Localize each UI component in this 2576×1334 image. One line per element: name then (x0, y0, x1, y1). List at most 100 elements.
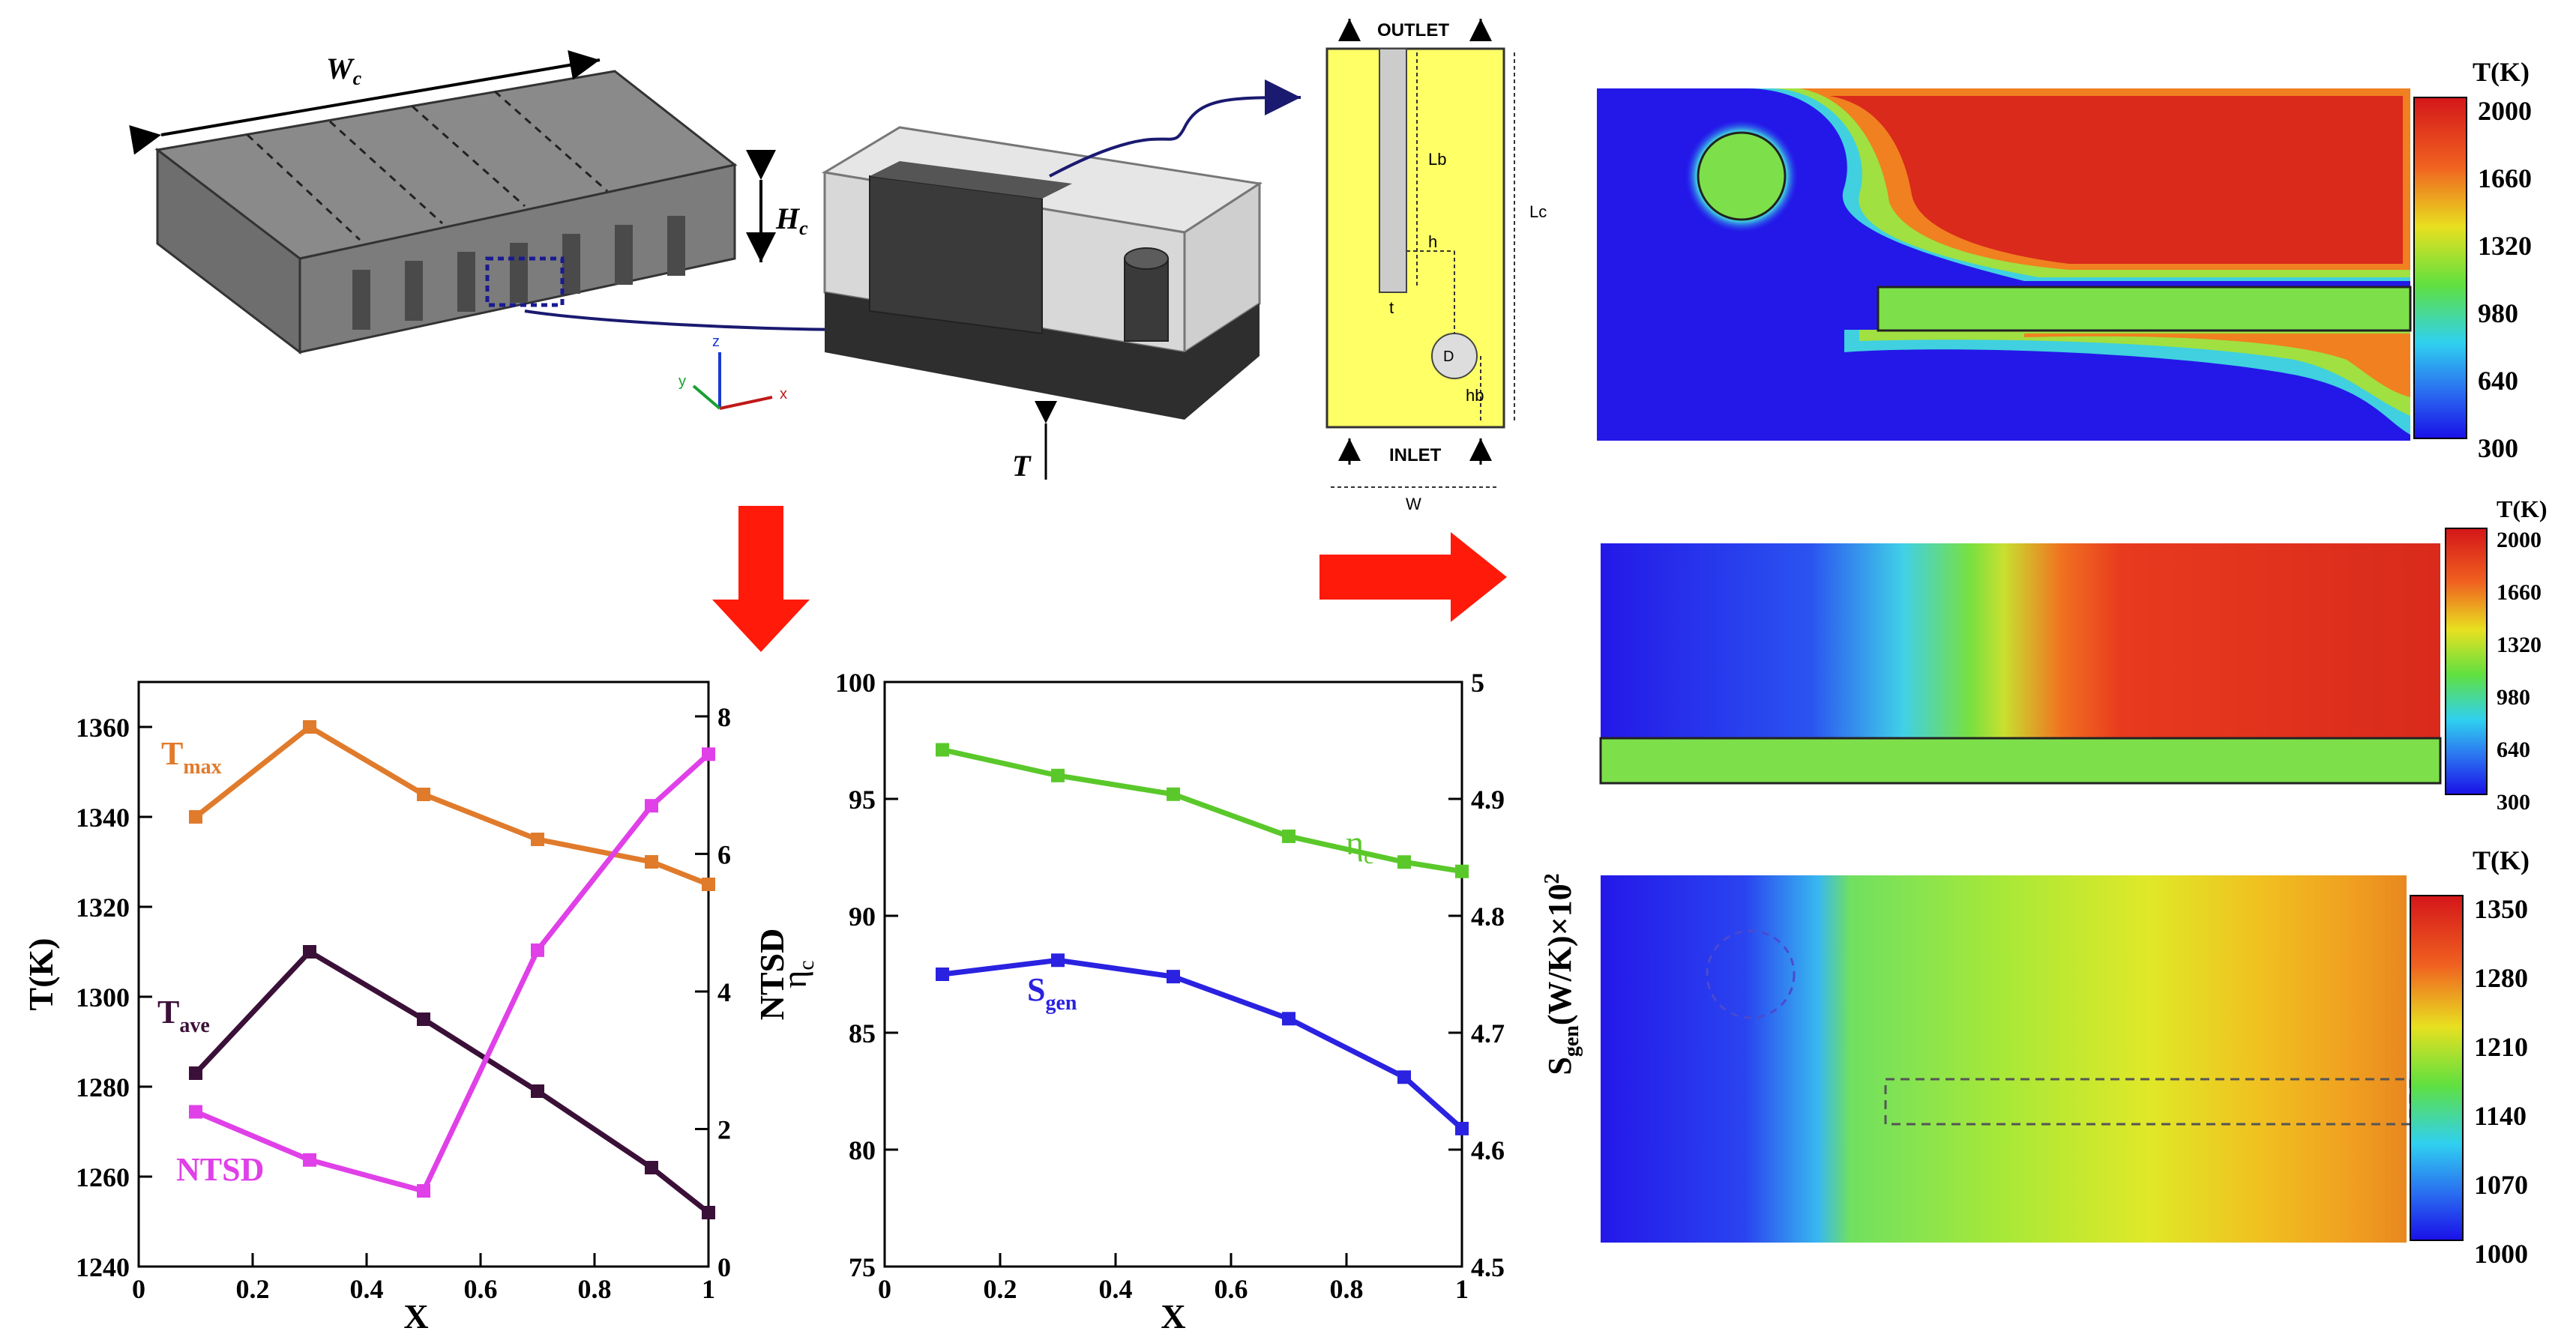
schematic-domain (1325, 47, 1505, 429)
series-point (417, 1012, 430, 1026)
x-tick-label: 0.2 (236, 1274, 270, 1304)
x-tick-label: 0.4 (350, 1274, 384, 1304)
schematic-fin (1379, 48, 1407, 293)
svg-text:1070: 1070 (2474, 1170, 2528, 1200)
eta-series-label: ηc (1346, 824, 1373, 869)
colorbar-3 (2410, 895, 2464, 1241)
axis-triad: z x y (678, 334, 787, 410)
svg-text:300: 300 (2497, 790, 2530, 815)
svg-text:1350: 1350 (2474, 894, 2528, 924)
svg-text:1660: 1660 (2497, 580, 2542, 605)
series-line-0 (942, 747, 1463, 875)
colorbar-3-ticks: 1350 1280 1210 1140 1070 1000 (2474, 894, 2528, 1269)
series-point (702, 878, 715, 891)
series-point (1282, 829, 1295, 843)
y-tick-label: 1260 (76, 1162, 130, 1192)
pipe-outline-3 (1706, 929, 1796, 1019)
series-point (702, 747, 715, 761)
svg-text:2000: 2000 (2497, 528, 2542, 552)
x-tick-label: 1 (1455, 1274, 1469, 1304)
y2-tick-label: 8 (717, 702, 731, 732)
chart2-y-ticks: 75 80 85 90 95 100 (835, 668, 898, 1282)
series-point (1051, 768, 1065, 782)
flow-red-arrows (712, 506, 1507, 652)
sgen-series-label: Sgen (1027, 971, 1077, 1015)
y-tick-label: 85 (849, 1018, 876, 1048)
contour-2: T(K) 2000 1660 1320 980 640 300 (1599, 495, 2548, 815)
svg-text:2000: 2000 (2478, 96, 2532, 126)
chart2-y2-ticks: 4.5 4.6 4.7 4.8 4.9 5 (1448, 668, 1505, 1282)
y-tick-label: 90 (849, 902, 876, 932)
y-tick-label: 80 (849, 1135, 876, 1165)
series-point (531, 943, 544, 957)
series-point (645, 799, 658, 813)
x-tick-label: 0.6 (1215, 1274, 1248, 1304)
y-tick-label: 1280 (76, 1072, 130, 1102)
contour-1: T(K) 2000 1660 1320 980 640 300 (1597, 57, 2532, 463)
unit-cell-diagram: T (821, 79, 1301, 483)
series-line-1 (193, 949, 711, 1215)
flow-arrows (1338, 19, 1492, 465)
ntsd-series-label: NTSD (176, 1151, 264, 1188)
x-tick-label: 0.4 (1099, 1274, 1133, 1304)
chart1-x-ticks: 0 0.2 0.4 0.6 0.8 1 (132, 1253, 715, 1304)
cell-fin-top (870, 161, 1072, 199)
series-point (1455, 1121, 1469, 1135)
svg-text:z: z (712, 334, 720, 350)
chart1-y-label: T(K) (22, 938, 60, 1010)
y2-tick-label: 4.7 (1471, 1018, 1505, 1048)
series-point (1167, 970, 1180, 984)
y-tick-label: 1320 (76, 893, 130, 923)
series-point (1455, 864, 1469, 878)
svg-text:1210: 1210 (2474, 1032, 2528, 1062)
chart2-x-label: X (1161, 1297, 1185, 1334)
link-arrow-to-cell (524, 310, 870, 348)
w-label: W (1406, 495, 1421, 513)
wc-label: Wc (326, 52, 362, 89)
y-tick-label: 95 (849, 785, 876, 815)
svg-text:y: y (678, 373, 686, 390)
colorbar-2-ticks: 2000 1660 1320 980 640 300 (2497, 528, 2542, 815)
series-line-1 (942, 957, 1464, 1131)
cell-pipe (1124, 258, 1169, 342)
x-tick-label: 1 (702, 1274, 715, 1304)
series-point (417, 788, 430, 801)
fin-slots (352, 216, 685, 330)
y-tick-label: 1300 (76, 983, 130, 1012)
y2-tick-label: 2 (717, 1114, 731, 1144)
t-label: T (1012, 449, 1032, 483)
y2-tick-label: 4.8 (1471, 902, 1505, 932)
x-tick-label: 0 (878, 1274, 891, 1304)
svg-text:1000: 1000 (2474, 1239, 2528, 1269)
unit-cell-marker (485, 256, 565, 307)
series-point (645, 855, 658, 869)
cell-pipe-top (1124, 247, 1169, 270)
red-arrow-down (712, 506, 810, 652)
svg-text:1320: 1320 (2478, 231, 2532, 261)
y-tick-label: 1360 (76, 713, 130, 743)
series-point (1397, 855, 1411, 869)
chart1-y2-ticks: 0 2 4 6 8 (695, 702, 731, 1282)
chart2-series (936, 743, 1469, 1135)
series-point (1167, 787, 1180, 801)
x-tick-label: 0.6 (464, 1274, 498, 1304)
fin-outline-2 (1599, 737, 2442, 785)
series-point (189, 1105, 202, 1119)
y-tick-label: 1340 (76, 803, 130, 833)
x-tick-label: 0.8 (1330, 1274, 1364, 1304)
chart1-y2-label: NTSD (753, 929, 791, 1021)
pipe-outline (1697, 131, 1787, 221)
colorbar-2 (2445, 528, 2488, 795)
chart1-series (189, 720, 715, 1219)
svg-text:640: 640 (2478, 366, 2518, 396)
chart2-plot-frame (883, 680, 1463, 1268)
hc-label: Hc (775, 202, 808, 239)
fin-lines (246, 90, 608, 241)
t-small-label: t (1389, 298, 1394, 317)
series-point (303, 720, 316, 734)
svg-text:640: 640 (2497, 737, 2530, 762)
inlet-label: INLET (1389, 445, 1442, 465)
colorbar-2-title: T(K) (2497, 495, 2548, 522)
y2-tick-label: 6 (717, 839, 731, 869)
